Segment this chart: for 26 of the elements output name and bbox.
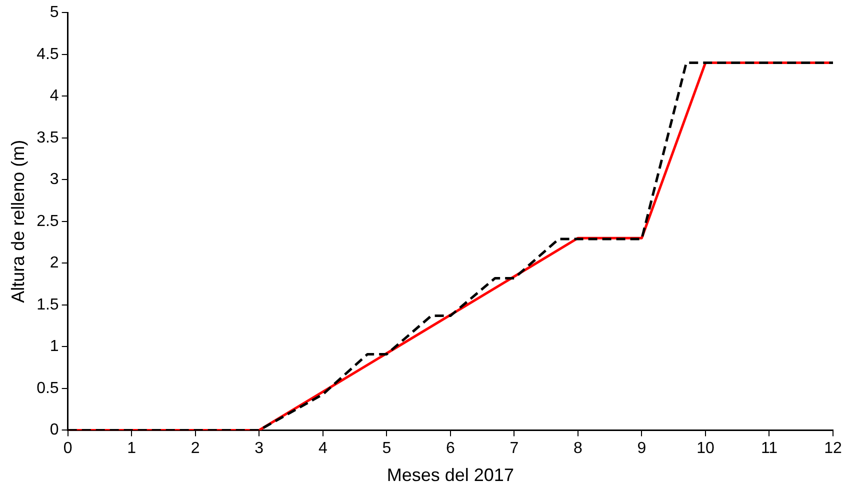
x-tick-label: 1: [127, 440, 136, 458]
x-tick-label: 0: [63, 440, 72, 458]
x-tick-label: 2: [190, 440, 200, 458]
x-tick-label: 9: [637, 440, 646, 458]
x-tick-label: 4: [318, 440, 328, 458]
y-tick-label: 4: [50, 88, 59, 105]
y-tick-label: 2: [50, 254, 59, 272]
y-tick-label: 3: [50, 171, 59, 188]
x-tick-label: 10: [696, 440, 714, 458]
y-tick-label: 3.5: [36, 129, 59, 146]
x-tick-label: 5: [382, 440, 392, 458]
x-tick-label: 3: [254, 440, 264, 458]
y-tick-label: 1: [50, 338, 59, 356]
y-tick-label: 4.5: [36, 46, 59, 63]
y-tick-label: 5: [50, 4, 59, 22]
x-axis-title: Meses del 2017: [386, 465, 514, 486]
x-tick-label: 11: [760, 440, 778, 458]
y-tick-label: 0.5: [36, 380, 59, 397]
x-tick-label: 6: [446, 440, 455, 458]
y-tick-label: 2.5: [36, 212, 59, 230]
x-tick-label: 12: [824, 440, 842, 458]
y-tick-label: 1.5: [36, 296, 59, 314]
y-tick-label: 0: [50, 422, 59, 439]
x-tick-label: 7: [510, 440, 519, 458]
y-axis-title: Altura de relleno (m): [8, 140, 28, 303]
x-tick-label: 8: [573, 440, 582, 458]
